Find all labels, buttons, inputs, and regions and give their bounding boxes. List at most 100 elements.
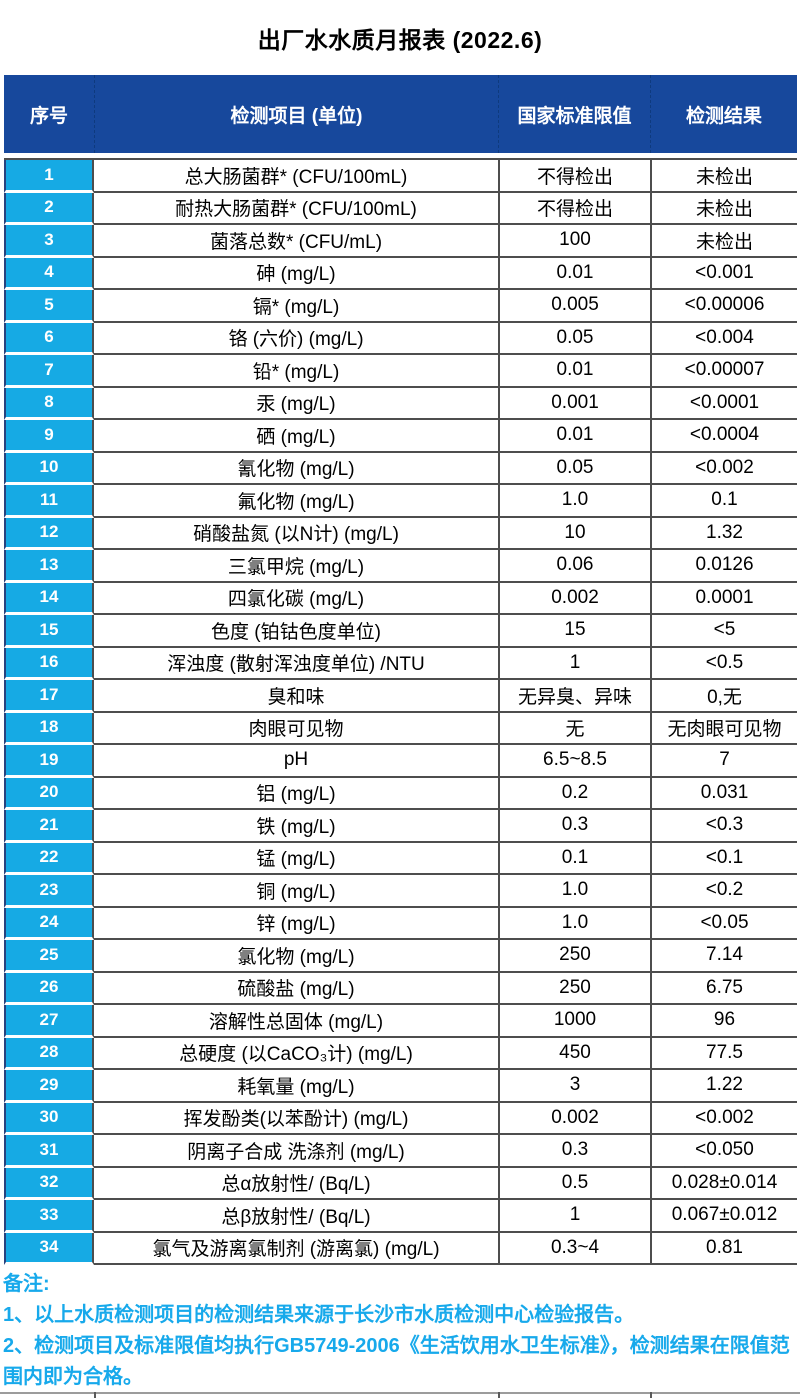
row-number-cell: 9: [4, 420, 94, 453]
item-name-cell: 总α放射性/ (Bq/L): [94, 1168, 498, 1200]
column-header-result: 检测结果: [650, 75, 797, 153]
result-cell: <0.050: [650, 1135, 797, 1168]
standard-limit-cell: 250: [498, 972, 650, 1005]
result-cell: 77.5: [650, 1037, 797, 1070]
table-header-row: 序号 检测项目 (单位) 国家标准限值 检测结果: [4, 75, 797, 153]
standard-limit-cell: 1: [498, 647, 650, 680]
column-divider-stub: [498, 1392, 500, 1398]
row-number-cell: 20: [4, 777, 94, 810]
standard-limit-cell: 0.3: [498, 810, 650, 843]
item-name-cell: 铜 (mg/L): [94, 875, 498, 908]
item-name-cell: 铁 (mg/L): [94, 810, 498, 843]
standard-limit-cell: 0.01: [498, 420, 650, 453]
result-cell: <5: [650, 615, 797, 648]
result-cell: 0.0001: [650, 582, 797, 615]
standard-limit-cell: 1: [498, 1200, 650, 1233]
column-header-no: 序号: [29, 105, 68, 127]
table-row: 11 氟化物 (mg/L) 1.0 0.1: [4, 485, 797, 518]
item-name-cell: 耗氧量 (mg/L): [94, 1070, 498, 1103]
item-name-cell: 氰化物 (mg/L): [94, 453, 498, 485]
item-name-cell: 菌落总数* (CFU/mL): [94, 225, 498, 258]
row-number-cell: 30: [4, 1102, 94, 1135]
result-cell: <0.002: [650, 1102, 797, 1135]
result-cell: 0.1: [650, 485, 797, 518]
result-cell: <0.1: [650, 842, 797, 875]
standard-limit-cell: 1000: [498, 1005, 650, 1038]
table-row: 15 色度 (铂钴色度单位) 15 <5: [4, 615, 797, 648]
standard-limit-cell: 0.01: [498, 355, 650, 388]
item-name-cell: 铝 (mg/L): [94, 778, 498, 810]
row-number-cell: 4: [4, 257, 94, 290]
row-number-cell: 15: [4, 615, 94, 648]
result-cell: 0.81: [650, 1232, 797, 1265]
table-row: 10 氰化物 (mg/L) 0.05 <0.002: [4, 452, 797, 485]
table-row: 19 pH 6.5~8.5 7: [4, 745, 797, 778]
table-row: 24 锌 (mg/L) 1.0 <0.05: [4, 907, 797, 940]
item-name-cell: 浑浊度 (散射浑浊度单位) /NTU: [94, 648, 498, 680]
note-item-1: 1、以上水质检测项目的检测结果来源于长沙市水质检测中心检验报告。: [3, 1304, 635, 1326]
item-name-cell: 溶解性总固体 (mg/L): [94, 1005, 498, 1038]
column-header-item: 检测项目 (单位): [94, 75, 498, 153]
result-cell: 未检出: [650, 192, 797, 225]
row-number-cell: 24: [4, 907, 94, 940]
table-row: 17 臭和味 无异臭、异味 0,无: [4, 680, 797, 713]
notes-label: 备注:: [3, 1273, 50, 1295]
row-number-cell: 10: [4, 452, 94, 485]
result-cell: 0,无: [650, 680, 797, 713]
page-title: 出厂水水质月报表 (2022.6): [257, 26, 543, 53]
result-cell: 0.0126: [650, 550, 797, 583]
table-row: 25 氯化物 (mg/L) 250 7.14: [4, 940, 797, 973]
result-cell: 6.75: [650, 972, 797, 1005]
item-name-cell: 锰 (mg/L): [94, 843, 498, 875]
table-row: 23 铜 (mg/L) 1.0 <0.2: [4, 875, 797, 908]
row-number-cell: 26: [4, 972, 94, 1005]
item-name-cell: 硝酸盐氮 (以N计) (mg/L): [94, 518, 498, 550]
table-row: 32 总α放射性/ (Bq/L) 0.5 0.028±0.014: [4, 1167, 797, 1200]
result-cell: 96: [650, 1005, 797, 1038]
table-row: 33 总β放射性/ (Bq/L) 1 0.067±0.012: [4, 1200, 797, 1233]
table-row: 12 硝酸盐氮 (以N计) (mg/L) 10 1.32: [4, 517, 797, 550]
result-cell: <0.0001: [650, 387, 797, 420]
item-name-cell: 总大肠菌群* (CFU/100mL): [94, 160, 498, 193]
standard-limit-cell: 3: [498, 1070, 650, 1103]
standard-limit-cell: 1.0: [498, 485, 650, 518]
item-name-cell: 硫酸盐 (mg/L): [94, 973, 498, 1005]
result-cell: 0.067±0.012: [650, 1200, 797, 1233]
item-name-cell: 臭和味: [94, 680, 498, 713]
item-name-cell: 色度 (铂钴色度单位): [94, 615, 498, 648]
item-name-cell: 砷 (mg/L): [94, 258, 498, 290]
row-number-cell: 32: [4, 1167, 94, 1200]
item-name-cell: 肉眼可见物: [94, 713, 498, 745]
table-row: 26 硫酸盐 (mg/L) 250 6.75: [4, 972, 797, 1005]
standard-limit-cell: 100: [498, 225, 650, 258]
standard-limit-cell: 不得检出: [498, 192, 650, 225]
row-number-cell: 31: [4, 1135, 94, 1168]
cutoff-next-row-border: [0, 1392, 800, 1398]
row-number-cell: 13: [4, 550, 94, 583]
standard-limit-cell: 0.05: [498, 452, 650, 485]
row-number-cell: 12: [4, 517, 94, 550]
result-cell: 0.031: [650, 777, 797, 810]
standard-limit-cell: 0.005: [498, 290, 650, 323]
item-name-cell: 阴离子合成 洗涤剂 (mg/L): [94, 1135, 498, 1168]
row-number-cell: 23: [4, 875, 94, 908]
result-cell: 7: [650, 745, 797, 778]
row-number-cell: 14: [4, 582, 94, 615]
item-name-cell: 挥发酚类(以苯酚计) (mg/L): [94, 1103, 498, 1135]
row-number-cell: 8: [4, 387, 94, 420]
row-number-cell: 1: [4, 160, 94, 193]
result-cell: <0.001: [650, 257, 797, 290]
item-name-cell: 硒 (mg/L): [94, 420, 498, 453]
report-table: 序号 检测项目 (单位) 国家标准限值 检测结果 1 总大肠菌群* (CFU/1…: [4, 75, 797, 1265]
row-number-cell: 19: [4, 745, 94, 778]
item-name-cell: 耐热大肠菌群* (CFU/100mL): [94, 193, 498, 225]
table-row: 27 溶解性总固体 (mg/L) 1000 96: [4, 1005, 797, 1038]
row-number-cell: 25: [4, 940, 94, 973]
standard-limit-cell: 无异臭、异味: [498, 680, 650, 713]
standard-limit-cell: 0.01: [498, 257, 650, 290]
result-cell: 7.14: [650, 940, 797, 973]
table-row: 21 铁 (mg/L) 0.3 <0.3: [4, 810, 797, 843]
table-row: 5 镉* (mg/L) 0.005 <0.00006: [4, 290, 797, 323]
result-cell: <0.00006: [650, 290, 797, 323]
